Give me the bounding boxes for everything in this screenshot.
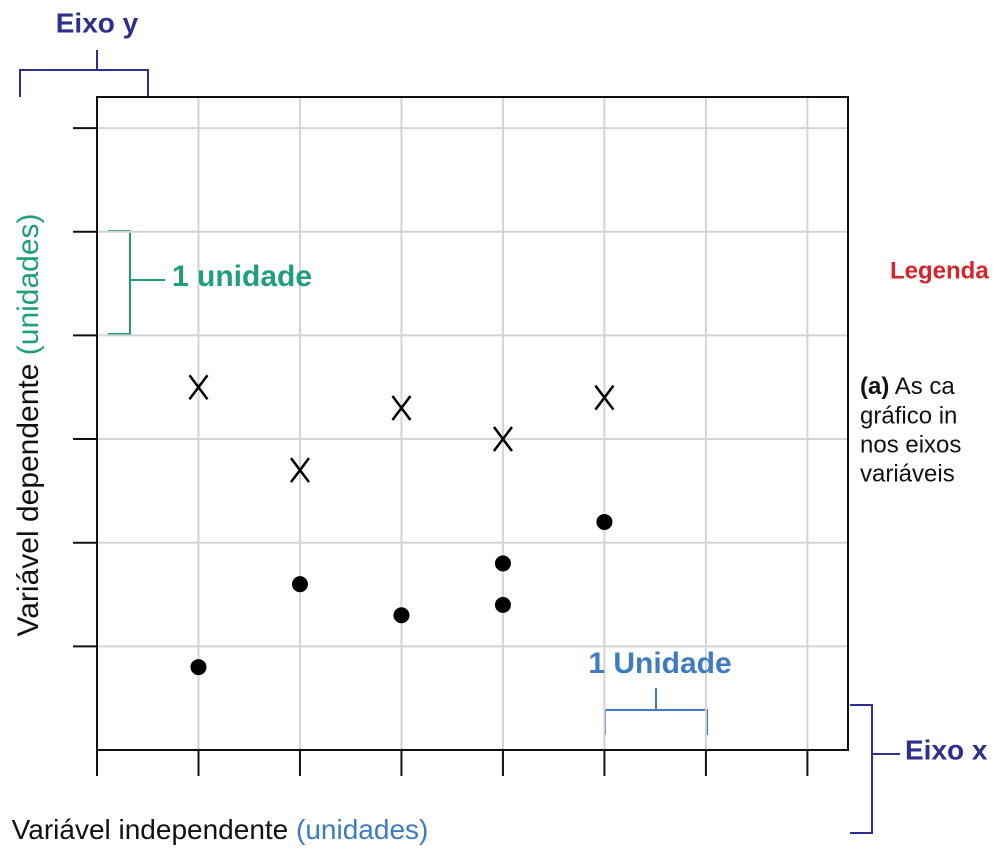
annotation: Legenda <box>890 257 989 284</box>
annotation: 1 unidade <box>172 260 312 293</box>
y-axis-bracket <box>19 50 149 97</box>
unit-bracket-x <box>604 688 708 735</box>
x-stroke <box>289 457 310 483</box>
dot <box>190 659 207 676</box>
y-label-text: Variável dependente <box>12 364 45 637</box>
dot <box>494 596 511 613</box>
x-marker <box>594 384 615 411</box>
x-label-unit: (unidades) <box>296 814 428 845</box>
annotation: Eixo y <box>56 7 139 38</box>
caption: (a) As ca <box>860 373 955 400</box>
dot <box>393 607 410 624</box>
x-axis-label: Variável independente (unidades) <box>12 814 429 845</box>
x-marker <box>289 457 310 483</box>
x-marker <box>188 374 209 400</box>
dot <box>596 513 613 530</box>
x-marker <box>391 395 412 421</box>
x-marker <box>492 426 513 452</box>
x-stroke <box>594 384 615 411</box>
plot-frame <box>96 96 849 751</box>
brackets <box>19 50 900 834</box>
caption-line: variáveis <box>860 460 955 487</box>
x-stroke <box>492 426 513 452</box>
annotation: Eixo x <box>905 734 988 765</box>
dot <box>291 576 308 593</box>
caption-line: gráfico in <box>860 402 957 429</box>
y-label-unit: (unidades) <box>12 213 45 355</box>
x-stroke <box>188 374 209 400</box>
x-stroke <box>391 395 412 421</box>
x-axis-bracket <box>850 704 900 834</box>
unit-bracket-y <box>108 230 165 335</box>
caption-label: (a) <box>860 373 889 400</box>
x-label-text: Variável independente <box>12 814 289 845</box>
y-axis-label: Variável dependente (unidades) <box>12 213 45 636</box>
dot <box>494 555 511 572</box>
annotation: 1 Unidade <box>588 647 731 680</box>
caption-line: As ca <box>895 373 956 400</box>
caption-line: nos eixos <box>860 431 961 458</box>
